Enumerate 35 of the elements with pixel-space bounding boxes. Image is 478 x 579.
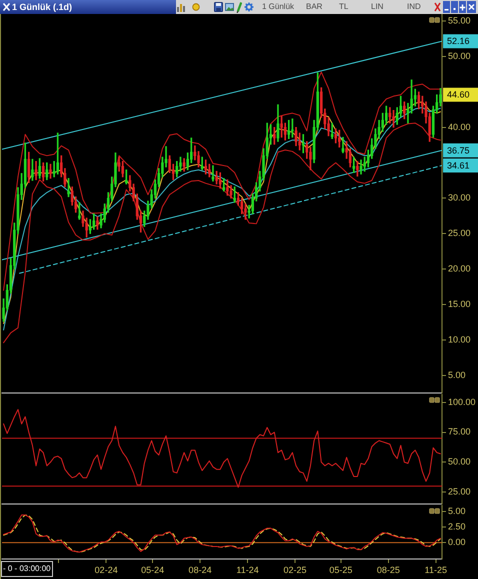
y-tick-label: 2.50 (448, 521, 466, 532)
x-tick-label: 02-24 (94, 564, 118, 575)
y-tick-label: 50.00 (448, 456, 471, 467)
y-tick-label: 75.00 (448, 426, 471, 437)
text: BAR (306, 2, 322, 12)
data-label: 34.61 (447, 160, 470, 171)
chart-title: 1 Günlük (.1d) (12, 1, 72, 13)
text: TL (339, 2, 348, 12)
y-tick-label: 5.00 (448, 506, 466, 516)
x-tick-label: 05-24 (141, 564, 164, 575)
text: LIN (371, 2, 384, 12)
y-tick-label: 20.00 (448, 264, 471, 274)
y-tick-label: 10.00 (448, 334, 471, 344)
annotation: 44.60 (447, 90, 470, 100)
y-tick-label: 5.00 (448, 370, 466, 380)
y-tick-label: 0.00 (448, 537, 466, 548)
x-tick-label: 11-25 (424, 564, 447, 575)
data-label: 36.75 (447, 145, 470, 156)
x-tick-label: 02-25 (283, 564, 307, 575)
x-tick-label: 08-24 (188, 564, 212, 575)
text: - 0 - 03:00:00 (1, 561, 53, 577)
y-tick-label: 25.00 (448, 486, 471, 497)
data-label: 52.16 (447, 36, 470, 46)
x-tick-label: 11-24 (236, 564, 259, 575)
y-tick-label: 40.00 (448, 122, 471, 132)
text: 1 Günlük (262, 2, 294, 12)
y-tick-label: 25.00 (448, 228, 471, 238)
x-tick-label: 08-25 (376, 564, 400, 575)
y-tick-label: 15.00 (448, 298, 471, 309)
x-tick-label: 05-25 (329, 564, 352, 575)
y-tick-label: 50.00 (448, 50, 471, 61)
y-tick-label: 30.00 (448, 192, 471, 203)
text: IND (407, 2, 421, 12)
y-tick-label: 100.00 (448, 396, 476, 407)
y-tick-label: 55.00 (448, 16, 471, 26)
